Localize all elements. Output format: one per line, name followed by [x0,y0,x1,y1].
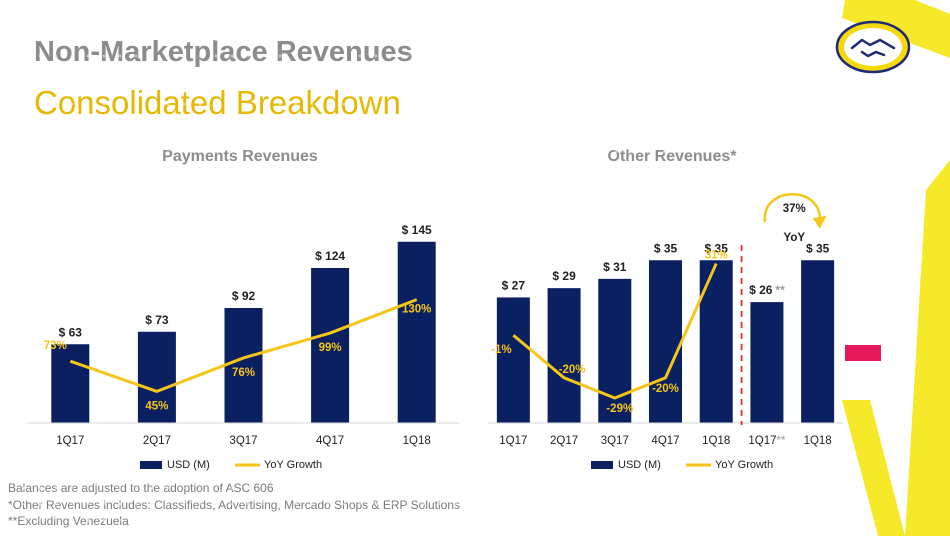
page-subtitle: Consolidated Breakdown [34,84,401,121]
other-chart-title: Other Revenues* [607,148,737,165]
category-label: 3Q17 [229,435,257,447]
yoy-value-label: -20% [559,364,586,376]
yellow-band-right [905,160,950,536]
yoy-value-label: -20% [652,383,679,395]
bar-value-label: $ 35 [705,241,729,255]
yoy-callout-arrowhead [813,215,827,229]
pink-accent-bar [845,345,881,361]
yellow-band-bottom [842,400,905,536]
legend-bar-swatch [140,461,162,469]
footnote-venezuela: **Excluding Venezuela [8,514,129,528]
bar-1 [547,288,581,423]
category-label: 1Q18 [702,435,730,447]
legend-bar-label: USD (M) [618,459,661,471]
yoy-growth-line [69,298,418,393]
legend-line-label: YoY Growth [715,459,773,471]
bar-value-label: $ 35 [654,241,678,255]
yoy-value-label: -1% [491,344,511,356]
category-label: 2Q17 [143,435,171,447]
bar-value-label: $ 31 [603,260,627,274]
legend-line-label: YoY Growth [264,459,322,471]
bar-5 [750,302,784,423]
yoy-value-label: 76% [232,367,255,379]
bar-3 [649,260,682,423]
legend-bar-swatch [591,461,613,469]
bar-value-label: $ 124 [315,249,345,263]
category-label: 4Q17 [316,435,344,447]
bar-2 [224,308,263,423]
category-label: 1Q17 [56,435,84,447]
yoy-value-label: -29% [606,403,633,415]
category-label: 1Q17** [748,435,786,447]
bar-value-label: $ 92 [232,289,256,303]
bar-value-label: $ 145 [402,223,432,237]
bar-value-label: $ 27 [502,278,526,292]
yoy-callout-arc [763,193,821,223]
yoy-value-label: 31% [705,250,728,262]
bar-value-label: $ 29 [552,269,576,283]
page-title: Non-Marketplace Revenues [34,36,413,68]
bar-value-label: $ 35 [806,241,830,255]
yoy-value-label: 73% [44,340,67,352]
category-label: 3Q17 [601,435,629,447]
logo-inner [844,28,902,66]
bar-4 [699,260,733,423]
yoy-value-label: 130% [402,304,431,316]
category-label: 1Q18 [804,435,832,447]
category-label: 1Q17 [499,435,527,447]
yoy-callout-label: YoY [784,232,806,244]
handshake-logo-icon [835,20,911,74]
category-label: 2Q17 [550,435,578,447]
bar-0 [496,297,530,423]
logo-hands [850,38,896,58]
yoy-value-label: 45% [145,400,168,412]
yoy-callout-value: 37% [783,203,806,215]
category-label: 4Q17 [651,435,679,447]
category-label: 1Q18 [403,435,431,447]
legend-bar-label: USD (M) [167,459,210,471]
yoy-value-label: 99% [319,342,342,354]
bar-6 [801,260,835,423]
yoy-growth-line [512,262,718,400]
footnote-other-revenues: *Other Revenues includes: Classifieds, A… [8,498,461,512]
bar-4 [397,241,436,423]
bar-2 [598,278,632,423]
footnote-asc606: Balances are adjusted to the adoption of… [8,481,274,495]
bar-0 [51,344,90,423]
bar-value-label: $ 73 [145,313,169,327]
bar-1 [137,331,176,423]
bar-value-label: $ 63 [59,325,83,339]
bar-3 [311,268,350,423]
bar-value-label: $ 26 ** [749,283,785,297]
